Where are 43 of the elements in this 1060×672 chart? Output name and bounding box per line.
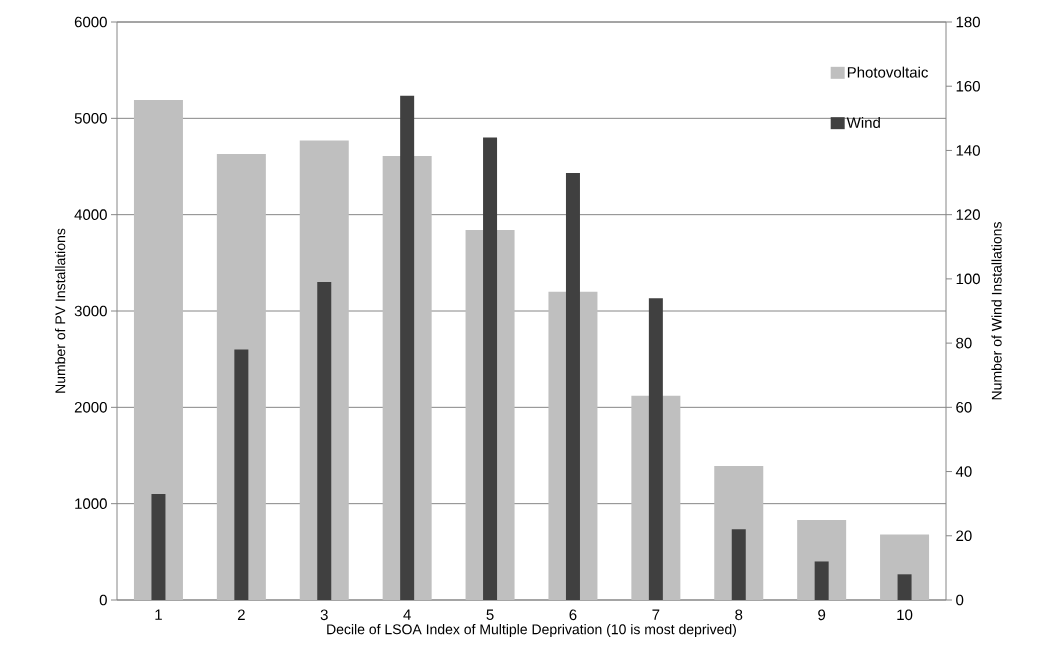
y-tick-label: 2000 <box>74 402 107 413</box>
y-tick-label: 1000 <box>75 498 107 509</box>
x-tick-label: 3 <box>320 609 328 621</box>
bar <box>731 529 746 600</box>
bar <box>897 574 912 600</box>
x-tick-label: 1 <box>155 609 162 620</box>
y-tick-label: 4000 <box>74 209 107 220</box>
bar <box>565 172 580 600</box>
y2-axis-title: Number of Wind Installations <box>991 222 1002 400</box>
y-axis-title: Number of PV Installations <box>54 228 66 393</box>
y2-tick-label: 120 <box>956 209 980 220</box>
bar <box>133 100 183 600</box>
x-tick-label: 8 <box>735 609 743 621</box>
bar <box>400 95 415 600</box>
x-tick-label: 10 <box>897 609 913 621</box>
y-tick-label: 3000 <box>74 305 107 317</box>
x-tick-label: 6 <box>569 609 577 621</box>
y2-tick-label: 140 <box>956 145 980 156</box>
y2-tick-label: 20 <box>956 530 972 542</box>
y2-tick-label: 180 <box>956 16 980 28</box>
bar <box>234 349 249 600</box>
y2-tick-label: 160 <box>956 80 980 92</box>
bar <box>317 282 332 600</box>
y2-tick-label: 100 <box>956 273 980 285</box>
x-tick-label: 5 <box>486 609 494 620</box>
y-tick-label: 0 <box>99 594 107 606</box>
bar <box>814 561 829 600</box>
y-tick-label: 5000 <box>74 113 107 124</box>
x-tick-label: 9 <box>818 609 826 621</box>
y-tick-label: 6000 <box>74 16 107 28</box>
x-tick-label: 2 <box>237 609 245 620</box>
bar <box>648 298 663 600</box>
y2-tick-label: 80 <box>956 337 972 349</box>
x-tick-label: 4 <box>403 609 411 620</box>
legend-label: Wind <box>846 116 880 128</box>
x-tick-label: 7 <box>652 609 660 620</box>
bar <box>483 137 498 600</box>
y2-tick-label: 40 <box>955 466 972 477</box>
x-axis-title: Decile of LSOA Index of Multiple Deprivation (10 is most deprived) <box>327 623 736 638</box>
y2-tick-label: 0 <box>956 594 964 606</box>
bar <box>151 494 166 600</box>
legend-label: Photovoltaic <box>847 66 928 78</box>
y2-tick-label: 60 <box>956 402 972 413</box>
